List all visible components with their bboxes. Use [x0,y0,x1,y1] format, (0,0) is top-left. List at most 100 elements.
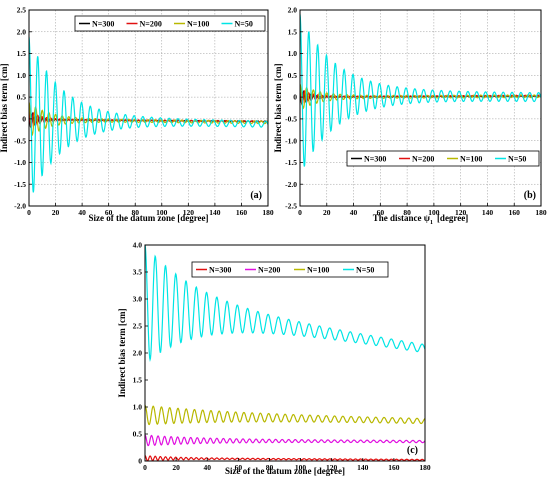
legend-box [346,150,540,167]
x-tick-label: 180 [419,463,431,472]
legend-box [74,15,266,32]
y-axis-label: Indirect bias term [cm] [0,63,9,152]
legend-label: N=200 [258,266,280,275]
x-tick-label: 60 [377,208,385,217]
y-tick-label: 1.5 [288,27,298,36]
y-tick-label: 2.0 [133,349,143,358]
series-line-n-50 [145,245,425,362]
y-tick-label: 0 [22,114,26,123]
y-tick-label: -0.5 [285,114,297,123]
x-tick-label: 0 [143,463,147,472]
legend-label: N=300 [209,266,231,275]
y-tick-label: 0.5 [133,430,143,439]
y-tick-label: 1.0 [17,71,27,80]
x-tick-label: 160 [236,208,248,217]
legend-label: N=100 [460,155,482,164]
x-tick-label: 40 [78,208,86,217]
series-line-n-50 [29,36,268,193]
y-axis-label: Indirect bias term [cm] [273,63,283,152]
x-axis-label-main: The distance ψ [373,213,431,223]
x-tick-label: 20 [323,208,331,217]
x-axis-label: The distance ψ1 [degree] [373,213,469,226]
y-tick-label: -1.0 [285,136,297,145]
y-tick-label: -1.5 [285,158,297,167]
y-tick-label: 1.5 [133,376,143,385]
y-tick-label: 3.0 [133,295,143,304]
legend: N=300 N=200 N=100 N=50 [191,261,389,278]
x-tick-label: 20 [52,208,60,217]
legend-label: N=200 [140,20,162,29]
y-tick-label: 2.0 [17,27,27,36]
legend: N=300 N=200 N=100 N=50 [346,150,540,167]
x-tick-label: 140 [209,208,221,217]
chart-panel-3: 0 20 40 60 80 100 120 140 160 180 0 0.5 1.0 1.5 2.0 2.5… [117,241,431,476]
x-tick-label: 180 [262,208,274,217]
panel-label: (b) [524,190,536,201]
series-line-n-200 [29,110,268,129]
x-tick-label: 0 [27,208,31,217]
x-tick-label: 120 [326,463,338,472]
legend-box [191,261,389,278]
y-tick-label: 1.0 [133,403,143,412]
x-tick-label: 180 [535,208,547,217]
y-tick-label: -1.0 [14,158,26,167]
chart-panel-1: 0 20 40 60 80 100 120 140 160 180 -2.0 -1.5 -1.0 -0.5… [0,6,274,223]
x-tick-label: 140 [482,208,494,217]
x-tick-label: 100 [156,208,168,217]
x-tick-label: 40 [203,463,211,472]
panel-label: (a) [250,190,262,201]
x-axis-label: Size of the datum zone [degree] [225,466,345,476]
y-tick-label: 1.5 [17,49,27,58]
legend-label: N=50 [235,20,253,29]
plot-frame [299,9,542,207]
y-axis-label: Indirect bias term [cm] [117,308,127,397]
series-line-n-100 [29,102,268,137]
panel-label: (c) [407,445,418,456]
x-tick-label: 0 [298,208,302,217]
y-tick-label: 0.5 [17,93,27,102]
x-tick-label: 40 [350,208,358,217]
x-tick-label: 60 [105,208,113,217]
x-tick-label: 100 [295,463,307,472]
x-tick-label: 60 [235,463,243,472]
legend: N=300 N=200 N=100 N=50 [74,15,266,32]
x-tick-label: 120 [455,208,467,217]
y-tick-label: -2.0 [14,202,26,211]
series-line-n-50 [300,14,541,167]
plot-frame [28,9,269,207]
chart-panel-2: 0 20 40 60 80 100 120 140 160 180 -2.5 -2.0 -1.5 -1.0… [273,6,547,226]
x-axis-label: Size of the datum zone [degree] [88,213,208,223]
y-tick-label: -2.5 [285,202,297,211]
x-tick-label: 160 [509,208,521,217]
x-axis-label-unit: [degree] [437,213,468,223]
legend-label: N=50 [508,155,526,164]
y-tick-label: 0 [138,457,142,466]
y-tick-label: -1.5 [14,180,26,189]
legend-label: N=50 [356,266,374,275]
x-tick-label: 100 [428,208,440,217]
y-tick-label: -0.5 [14,136,26,145]
y-tick-label: 4.0 [133,241,143,250]
y-tick-label: 0 [293,93,297,102]
x-tick-label: 80 [403,208,411,217]
legend-label: N=300 [92,20,114,29]
series-line-n-300 [145,455,425,461]
legend-label: N=100 [187,20,209,29]
legend-label: N=300 [364,155,386,164]
x-tick-label: 140 [357,463,369,472]
x-tick-label: 120 [183,208,195,217]
y-tick-label: 3.5 [133,268,143,277]
series-line-n-100 [145,404,425,426]
y-tick-label: 0.5 [288,71,298,80]
y-tick-label: 2.5 [133,322,143,331]
legend-label: N=100 [307,266,329,275]
y-tick-label: 2.5 [17,6,27,15]
series-line-n-200 [145,434,425,447]
x-tick-label: 20 [172,463,180,472]
y-tick-label: 2.0 [288,6,298,15]
x-tick-label: 80 [266,463,274,472]
y-tick-label: 1.0 [288,49,298,58]
series-line-n-100 [300,83,541,110]
y-tick-label: -2.0 [285,180,297,189]
